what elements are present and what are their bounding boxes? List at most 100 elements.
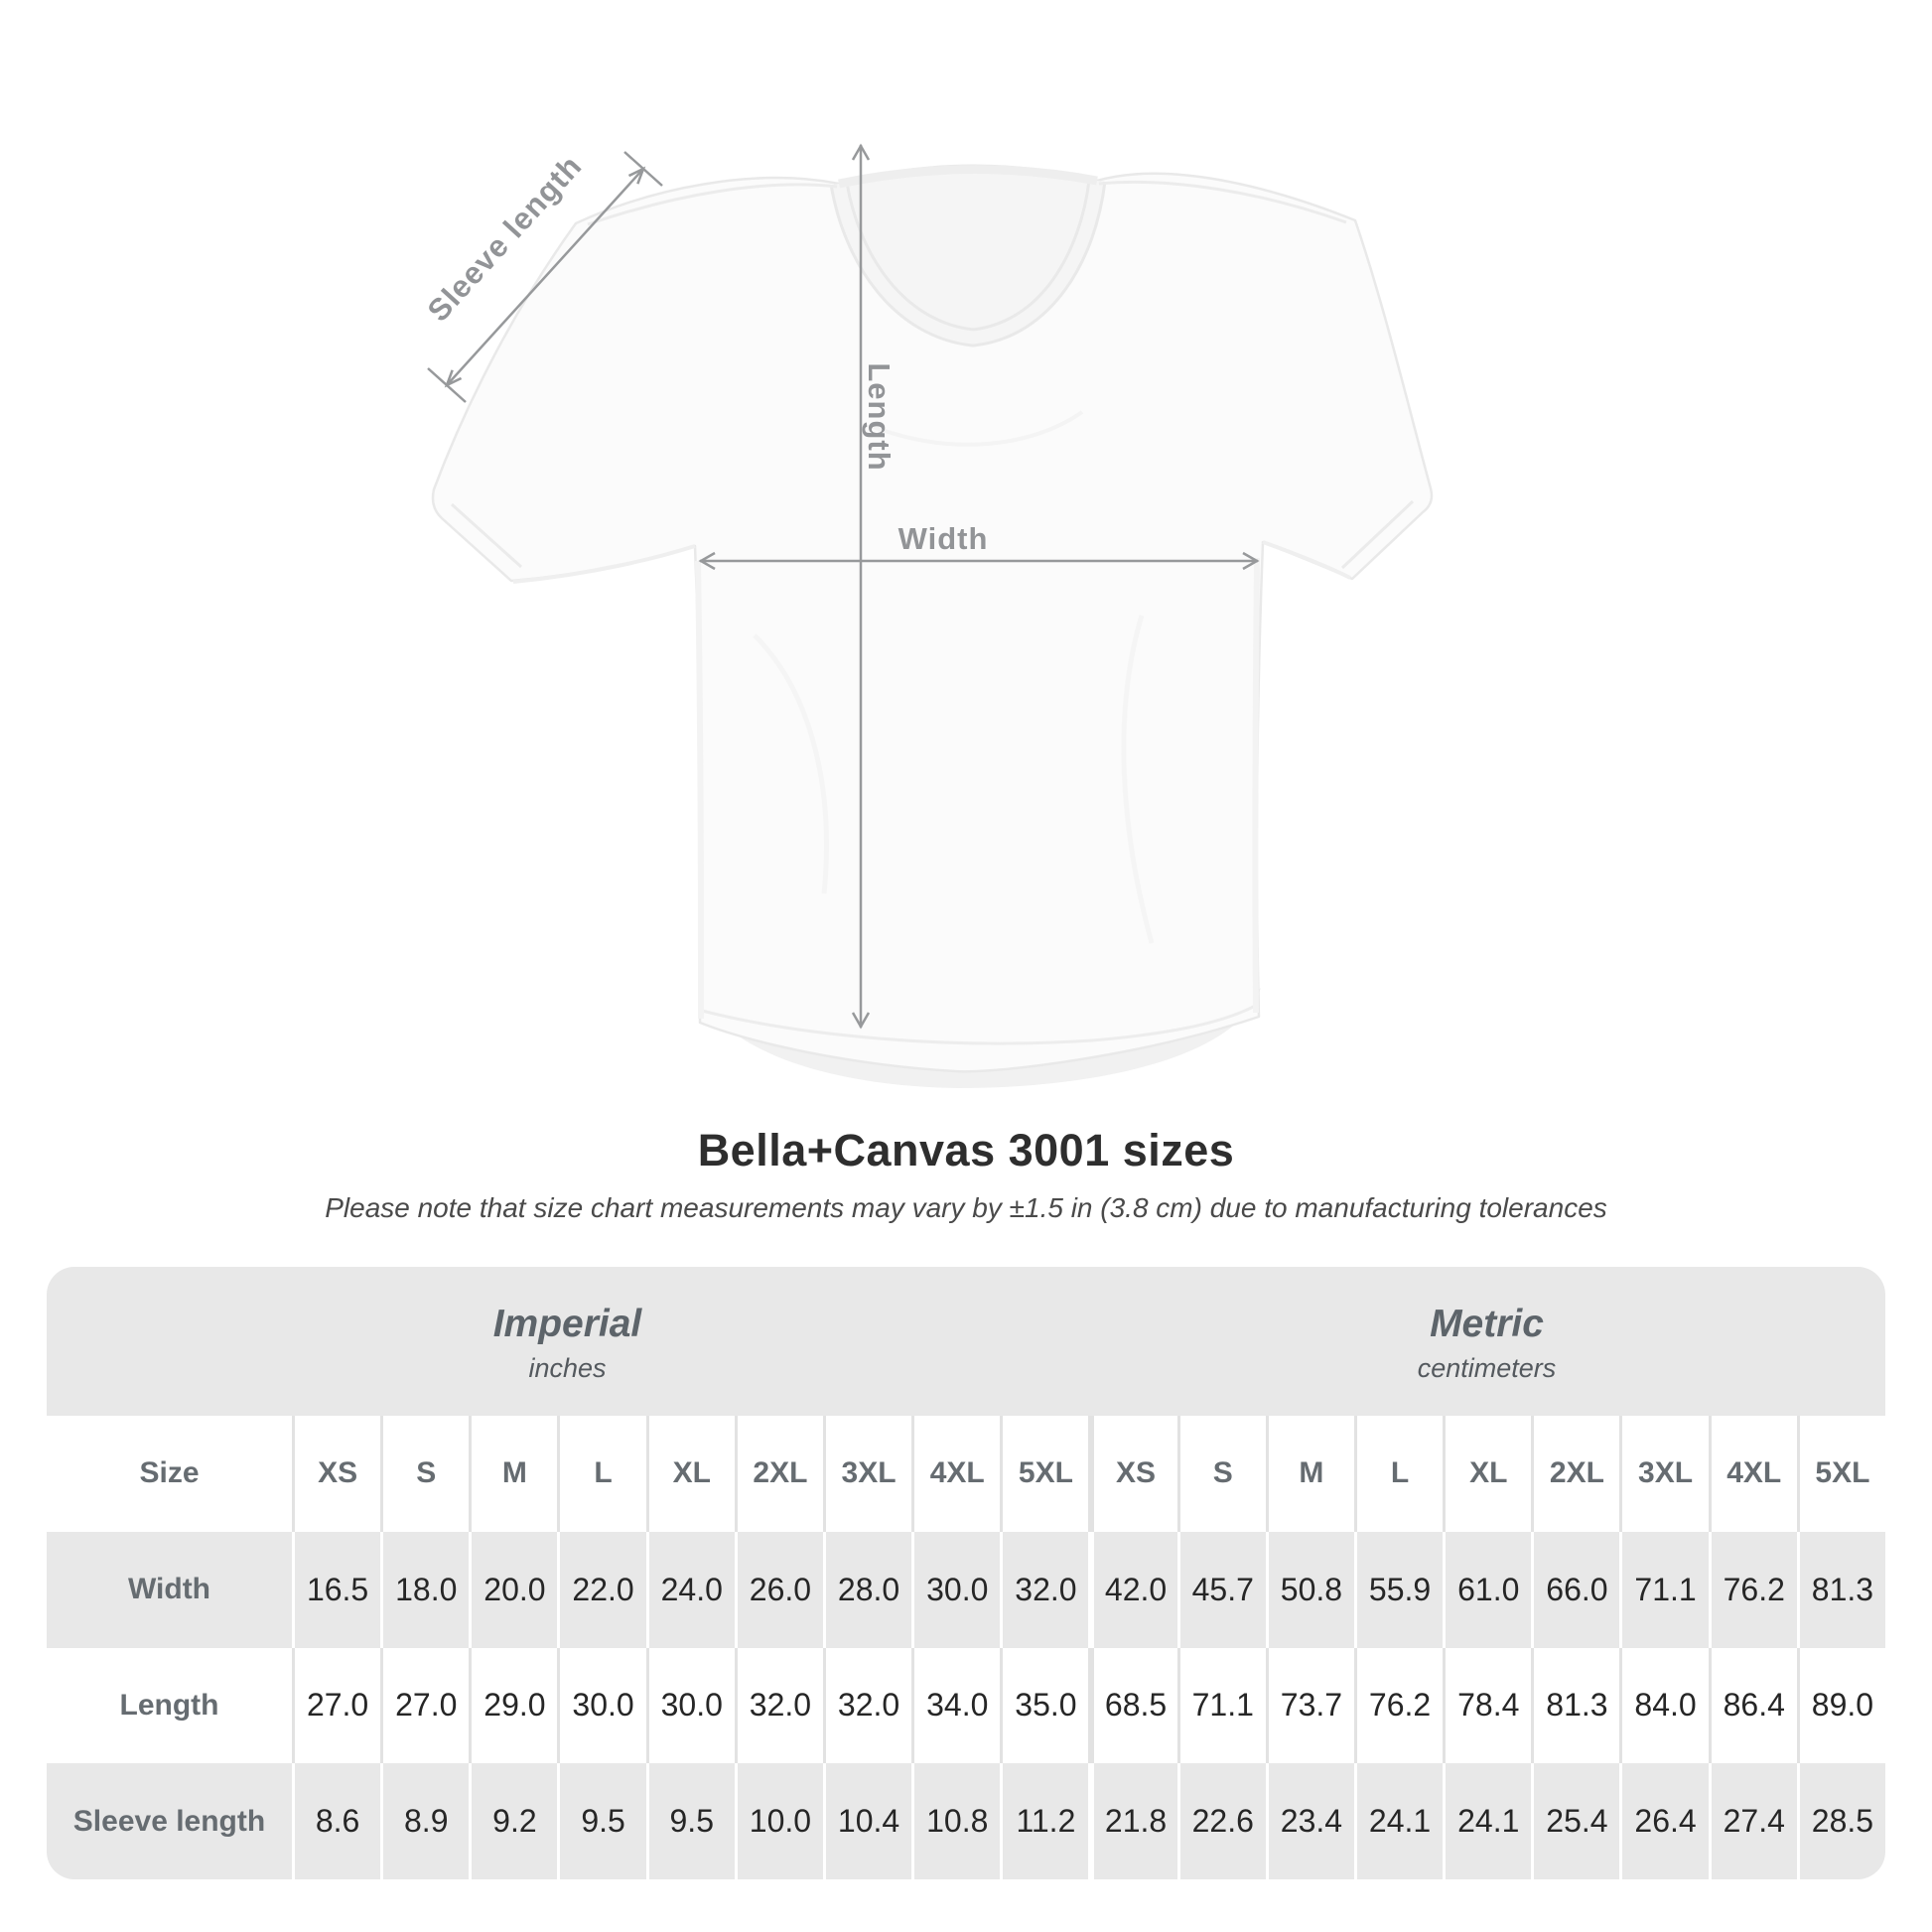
length-row: Length 27.0 27.0 29.0 30.0 30.0 32.0 32.…	[47, 1647, 1885, 1764]
row-label: Length	[119, 1688, 219, 1722]
table-cell: 55.9	[1353, 1531, 1443, 1648]
size-col-header: S	[380, 1416, 469, 1532]
table-cell: 35.0	[1000, 1647, 1088, 1764]
table-cell: 10.8	[911, 1763, 1000, 1879]
table-cell: 21.8	[1088, 1763, 1176, 1879]
size-col-header: 2XL	[734, 1416, 823, 1532]
table-cell: 20.0	[469, 1531, 557, 1648]
tshirt-back-hem	[698, 988, 1261, 1088]
width-label: Width	[898, 521, 989, 556]
table-cell: 30.0	[645, 1647, 735, 1764]
size-col-header: XL	[1443, 1416, 1531, 1532]
extension-tick	[427, 367, 467, 403]
tshirt-graphic	[431, 164, 1434, 1088]
table-cell: 25.4	[1531, 1763, 1619, 1879]
table-cell: 66.0	[1531, 1531, 1619, 1648]
imperial-unit: inches	[528, 1353, 607, 1383]
table-cell: 8.6	[292, 1763, 380, 1879]
table-cell: 9.2	[469, 1763, 557, 1879]
size-col-header: L	[1353, 1416, 1443, 1532]
table-cell: 26.0	[734, 1531, 823, 1648]
table-cell: 45.7	[1176, 1531, 1266, 1648]
table-cell: 32.0	[1000, 1531, 1088, 1648]
tshirt-body	[431, 164, 1434, 1073]
size-col-header: XS	[1088, 1416, 1176, 1532]
size-col-header: XS	[292, 1416, 380, 1532]
length-arrow	[851, 143, 871, 1030]
table-cell: 61.0	[1443, 1531, 1531, 1648]
table-cell: 30.0	[557, 1647, 645, 1764]
table-cell: 76.2	[1708, 1531, 1797, 1648]
width-row: Width 16.5 18.0 20.0 22.0 24.0 26.0 28.0…	[47, 1531, 1885, 1648]
table-cell: 27.0	[380, 1647, 469, 1764]
tshirt-seams	[450, 180, 1415, 1045]
table-cell: 29.0	[469, 1647, 557, 1764]
table-cell: 78.4	[1443, 1647, 1531, 1764]
table-cell: 73.7	[1265, 1647, 1354, 1764]
table-cell: 28.0	[822, 1531, 911, 1648]
table-cell: 81.3	[1796, 1531, 1885, 1648]
page-subtitle: Please note that size chart measurements…	[325, 1192, 1607, 1223]
size-col-header: M	[469, 1416, 557, 1532]
table-cell: 27.4	[1708, 1763, 1797, 1879]
arrowhead	[1242, 551, 1260, 571]
table-cell: 16.5	[292, 1531, 380, 1648]
sleeve-length-row: Sleeve length 8.6 8.9 9.2 9.5 9.5 10.0 1…	[47, 1763, 1885, 1879]
row-label: Width	[127, 1573, 211, 1606]
size-header-row: Size XS S M L XL 2XL 3XL 4XL 5XL XS S M …	[47, 1416, 1885, 1532]
size-col-header: 4XL	[1708, 1416, 1797, 1532]
table-cell: 50.8	[1265, 1531, 1354, 1648]
table-cell: 10.0	[734, 1763, 823, 1879]
table-cell: 24.1	[1443, 1763, 1531, 1879]
table-cell: 81.3	[1531, 1647, 1619, 1764]
row-label: Sleeve length	[72, 1804, 266, 1838]
unit-header-band: Imperial inches Metric centimeters	[47, 1267, 1885, 1416]
table-cell: 27.0	[292, 1647, 380, 1764]
arrowhead	[851, 143, 871, 161]
corner-label: Size	[139, 1456, 200, 1490]
size-col-header: XL	[645, 1416, 735, 1532]
table-cell: 22.0	[557, 1531, 645, 1648]
table-cell: 9.5	[645, 1763, 735, 1879]
table-cell: 76.2	[1353, 1647, 1443, 1764]
size-col-header: 5XL	[1796, 1416, 1885, 1532]
table-cell: 24.1	[1353, 1763, 1443, 1879]
table-cell: 26.4	[1619, 1763, 1708, 1879]
extension-tick	[623, 151, 663, 187]
table-cell: 11.2	[1000, 1763, 1088, 1879]
table-cell: 23.4	[1265, 1763, 1354, 1879]
arrowhead	[698, 551, 716, 571]
size-col-header: S	[1176, 1416, 1266, 1532]
size-col-header: 3XL	[822, 1416, 911, 1532]
tshirt-figure: Sleeve length Length Width	[421, 143, 1434, 1088]
metric-title: Metric	[1430, 1303, 1544, 1345]
size-col-header: 4XL	[911, 1416, 1000, 1532]
arrowhead	[851, 1012, 871, 1030]
table-cell: 30.0	[911, 1531, 1000, 1648]
width-arrow	[698, 551, 1260, 571]
table-cell: 86.4	[1708, 1647, 1797, 1764]
table-cell: 71.1	[1176, 1647, 1266, 1764]
length-label: Length	[862, 362, 897, 471]
table-cell: 68.5	[1088, 1647, 1176, 1764]
table-cell: 22.6	[1176, 1763, 1266, 1879]
table-cell: 18.0	[380, 1531, 469, 1648]
table-cell: 32.0	[822, 1647, 911, 1764]
table-cell: 9.5	[557, 1763, 645, 1879]
size-col-header: 2XL	[1531, 1416, 1619, 1532]
sleeve-length-arrow	[427, 151, 663, 403]
metric-header: Metric centimeters	[1088, 1267, 1885, 1416]
table-cell: 89.0	[1796, 1647, 1885, 1764]
size-col-header: L	[557, 1416, 645, 1532]
table-cell: 71.1	[1619, 1531, 1708, 1648]
page-title: Bella+Canvas 3001 sizes	[697, 1125, 1235, 1175]
table-cell: 10.4	[822, 1763, 911, 1879]
size-col-header: 5XL	[1000, 1416, 1088, 1532]
size-table: Imperial inches Metric centimeters Size …	[47, 1267, 1885, 1879]
table-cell: 28.5	[1796, 1763, 1885, 1879]
imperial-header: Imperial inches	[47, 1267, 1088, 1416]
table-cell: 42.0	[1088, 1531, 1176, 1648]
table-cell: 32.0	[734, 1647, 823, 1764]
size-col-header: 3XL	[1619, 1416, 1708, 1532]
table-cell: 34.0	[911, 1647, 1000, 1764]
